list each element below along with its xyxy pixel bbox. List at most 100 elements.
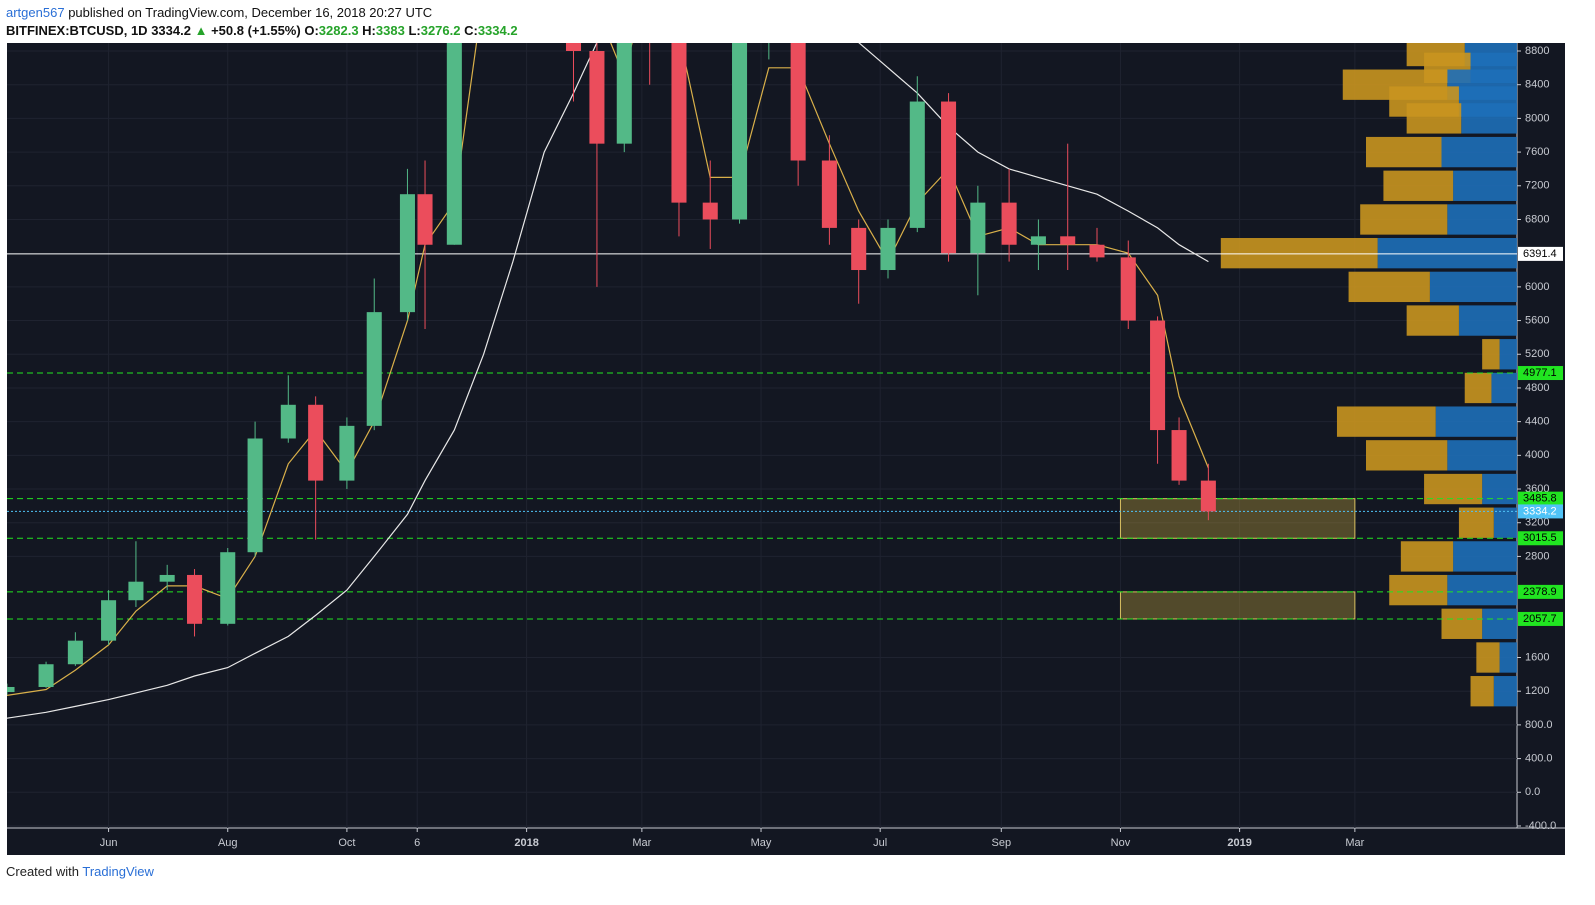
profile-up — [1447, 440, 1517, 471]
profile-down — [1360, 204, 1448, 235]
profile-up — [1453, 541, 1517, 572]
header: artgen567 published on TradingView.com, … — [6, 4, 518, 40]
y-tick-label: 7600 — [1525, 146, 1549, 158]
candle-body — [821, 160, 837, 228]
candle-body — [642, 0, 657, 26]
price-label: 4977.1 — [1523, 367, 1557, 379]
profile-up — [1491, 372, 1517, 404]
y-tick-label: 4800 — [1525, 382, 1549, 394]
price-label: 2057.7 — [1523, 613, 1557, 625]
change: +50.8 (+1.55%) — [211, 23, 301, 38]
candle-body — [101, 600, 117, 641]
x-tick-label: Oct — [338, 837, 355, 849]
author[interactable]: artgen567 — [6, 5, 65, 20]
profile-up — [1447, 574, 1517, 606]
candle-body — [671, 43, 687, 203]
profile-up — [1482, 608, 1517, 639]
published: published on TradingView.com, December 1… — [68, 5, 433, 20]
price-label-box — [1518, 611, 1563, 626]
candle-body — [1171, 430, 1187, 481]
profile-up — [1458, 305, 1517, 336]
price-label-box — [1518, 531, 1563, 546]
candle-body — [220, 552, 236, 624]
x-tick-label: 2019 — [1227, 837, 1251, 849]
profile-down — [1336, 406, 1436, 437]
profile-down — [1389, 574, 1448, 606]
candle-body — [616, 43, 632, 144]
y-tick-label: 6000 — [1525, 281, 1549, 293]
created: Created with — [6, 864, 79, 879]
price-label-box — [1518, 491, 1563, 506]
profile-down — [1406, 103, 1462, 134]
candle-body — [565, 43, 582, 52]
y-tick-label: 400.0 — [1525, 752, 1553, 764]
profile-down — [1464, 372, 1492, 404]
candle-body — [790, 43, 806, 161]
profile-down — [1366, 440, 1448, 471]
candle-body — [187, 574, 203, 624]
candle-body — [589, 51, 605, 144]
profile-up — [1461, 103, 1517, 134]
profile-up — [1377, 238, 1517, 269]
footer: Created with TradingView — [6, 864, 154, 879]
symbol: BITFINEX:BTCUSD, 1D — [6, 23, 148, 38]
candle-body — [399, 194, 415, 313]
y-tick-label: 5600 — [1525, 314, 1549, 326]
candle-body — [851, 227, 867, 271]
brand[interactable]: TradingView — [82, 864, 154, 879]
x-tick-label: May — [751, 837, 772, 849]
candle-body — [732, 43, 748, 220]
profile-up — [1429, 271, 1517, 303]
y-tick-label: 4400 — [1525, 416, 1549, 428]
candle-body — [128, 581, 144, 601]
y-tick-label: 6800 — [1525, 213, 1549, 225]
y-tick-label: 7200 — [1525, 180, 1549, 192]
profile-up — [1453, 170, 1517, 201]
c-label: C: — [464, 23, 478, 38]
candle-body — [702, 202, 718, 220]
y-tick-label: 2800 — [1525, 550, 1549, 562]
chart-background — [7, 43, 1565, 855]
c: 3334.2 — [477, 23, 518, 38]
x-tick-label: Mar — [1345, 837, 1364, 849]
y-tick-label: 4000 — [1525, 449, 1549, 461]
candle-body — [941, 101, 957, 254]
profile-down — [1406, 305, 1459, 336]
candle-body — [280, 404, 296, 439]
candle-body — [247, 438, 263, 553]
y-tick-label: 0.0 — [1525, 786, 1540, 798]
price-label: 6391.4 — [1523, 248, 1557, 260]
candle-body — [7, 686, 15, 693]
arrow: ▲ — [194, 23, 208, 38]
x-tick-label: 6 — [414, 837, 420, 849]
candle-body — [1030, 236, 1046, 245]
y-tick-label: 800.0 — [1525, 719, 1553, 731]
profile-down — [1476, 642, 1500, 673]
x-tick-label: Mar — [632, 837, 651, 849]
y-tick-label: 8000 — [1525, 112, 1549, 124]
price-label: 3485.8 — [1523, 493, 1557, 505]
candle-body — [909, 101, 925, 228]
candle-body — [1089, 244, 1105, 258]
price-label-box — [1518, 246, 1563, 261]
profile-down — [1348, 271, 1430, 303]
y-tick-label: 8800 — [1525, 45, 1549, 57]
profile-down — [1383, 170, 1454, 201]
profile-down — [1458, 507, 1494, 538]
profile-up — [1499, 339, 1517, 370]
price-label: 3334.2 — [1523, 505, 1557, 517]
ma-line — [7, 43, 1209, 719]
profile-down — [1441, 608, 1483, 639]
header-line-2: BITFINEX:BTCUSD, 1D 3334.2 ▲ +50.8 (+1.5… — [6, 22, 518, 40]
price-label-box — [1518, 366, 1563, 381]
y-tick-label: 1200 — [1525, 685, 1549, 697]
profile-down — [1400, 541, 1454, 572]
plot — [7, 0, 1517, 828]
l-label: L: — [408, 23, 421, 38]
l: 3276.2 — [420, 23, 461, 38]
candle-body — [339, 425, 355, 481]
y-tick-label: 3200 — [1525, 517, 1549, 529]
candle-body — [1001, 202, 1017, 245]
zone — [1119, 591, 1356, 620]
